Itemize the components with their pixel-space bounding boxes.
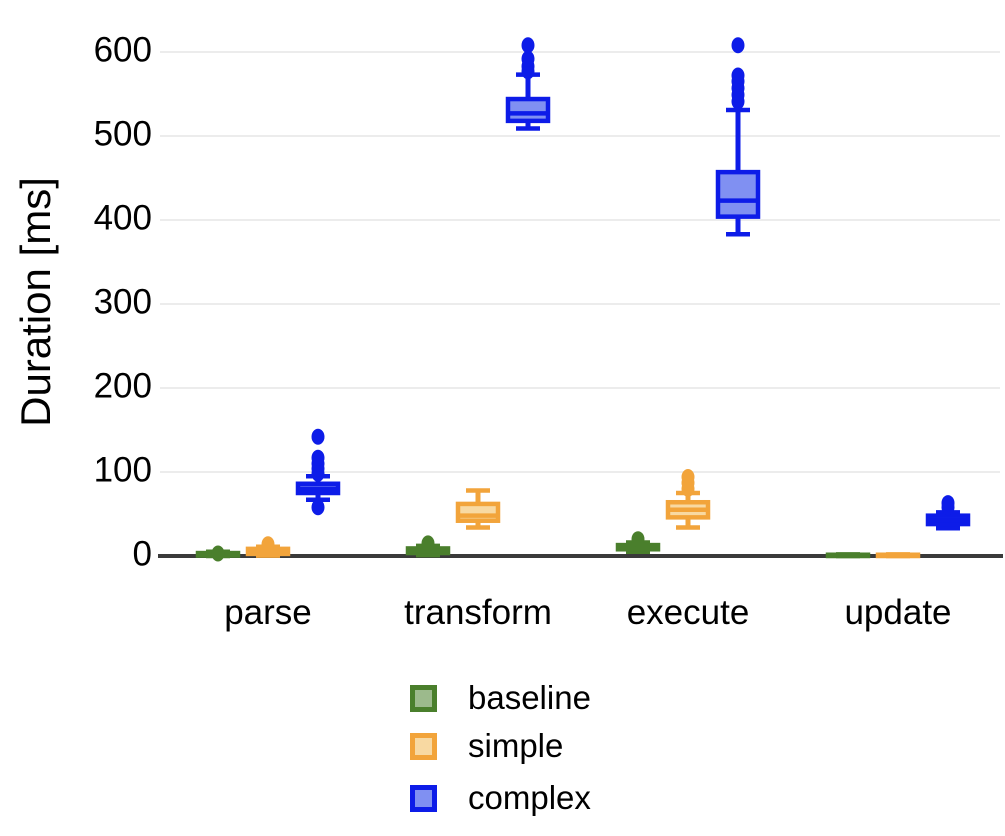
y-tick-label-0: 0	[132, 534, 152, 574]
legend-label-simple: simple	[468, 727, 564, 764]
y-tick-label-300: 300	[93, 282, 152, 322]
box-complex-transform	[505, 96, 551, 124]
legend-key-simple-icon	[410, 732, 437, 760]
outlier-dot-complex-parse-4	[311, 449, 325, 466]
x-category-label-execute: execute	[626, 593, 750, 632]
y-tick-label-200: 200	[93, 366, 152, 406]
outlier-dot-complex-transform-2	[521, 50, 535, 67]
y-tick-label-100: 100	[93, 450, 152, 490]
legend-label-complex: complex	[468, 779, 591, 816]
legend-key-baseline-icon	[410, 684, 437, 712]
outlier-dot-baseline-parse-0	[211, 545, 225, 562]
box-complex-execute	[715, 169, 761, 219]
y-tick-label-400: 400	[93, 198, 152, 238]
legend-label-baseline: baseline	[468, 679, 591, 716]
outlier-dot-complex-update-1	[941, 495, 955, 512]
outlier-dot-complex-execute-4	[731, 67, 745, 84]
x-category-label-parse: parse	[224, 593, 312, 632]
x-category-label-update: update	[844, 593, 952, 632]
box-simple-transform	[455, 501, 501, 523]
outlier-dot-complex-transform-3	[521, 37, 535, 54]
y-tick-label-600: 600	[93, 30, 152, 70]
legend-item-complex: complex	[410, 779, 591, 816]
outlier-dot-simple-execute-2	[681, 469, 695, 486]
outlier-dot-simple-parse-0	[261, 536, 275, 553]
x-category-label-transform: transform	[404, 593, 552, 632]
boxplot-canvas	[158, 37, 1003, 562]
outlier-dot-baseline-execute-0	[631, 531, 645, 548]
outlier-dot-complex-parse-5	[311, 428, 325, 445]
legend-key-complex-icon	[410, 784, 437, 812]
outlier-dot-complex-parse-0	[311, 499, 325, 516]
legend-item-simple: simple	[410, 727, 564, 764]
legend-item-baseline: baseline	[410, 679, 591, 716]
y-tick-label-500: 500	[93, 114, 152, 154]
outlier-dot-complex-execute-5	[731, 37, 745, 54]
outlier-dot-baseline-transform-0	[421, 535, 435, 552]
